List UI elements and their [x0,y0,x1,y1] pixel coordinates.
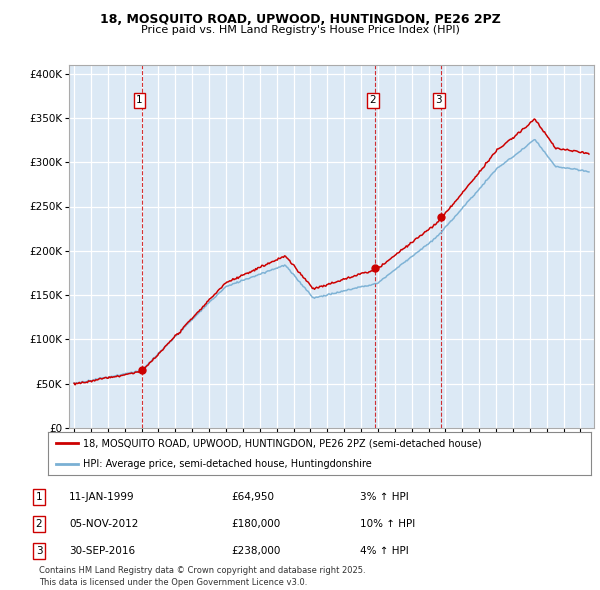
Text: £180,000: £180,000 [231,519,280,529]
Text: Price paid vs. HM Land Registry's House Price Index (HPI): Price paid vs. HM Land Registry's House … [140,25,460,35]
Text: 18, MOSQUITO ROAD, UPWOOD, HUNTINGDON, PE26 2PZ (semi-detached house): 18, MOSQUITO ROAD, UPWOOD, HUNTINGDON, P… [83,438,482,448]
Text: 1: 1 [136,96,143,105]
Text: 2: 2 [35,519,43,529]
Text: 05-NOV-2012: 05-NOV-2012 [69,519,139,529]
Text: 3% ↑ HPI: 3% ↑ HPI [360,492,409,502]
Text: 3: 3 [436,96,442,105]
Text: £64,950: £64,950 [231,492,274,502]
Text: 1: 1 [35,492,43,502]
Text: 30-SEP-2016: 30-SEP-2016 [69,546,135,556]
Text: 3: 3 [35,546,43,556]
Text: 11-JAN-1999: 11-JAN-1999 [69,492,134,502]
Text: £238,000: £238,000 [231,546,280,556]
Text: 18, MOSQUITO ROAD, UPWOOD, HUNTINGDON, PE26 2PZ: 18, MOSQUITO ROAD, UPWOOD, HUNTINGDON, P… [100,13,500,26]
Text: HPI: Average price, semi-detached house, Huntingdonshire: HPI: Average price, semi-detached house,… [83,460,372,469]
Text: 10% ↑ HPI: 10% ↑ HPI [360,519,415,529]
Text: 4% ↑ HPI: 4% ↑ HPI [360,546,409,556]
Text: 2: 2 [370,96,376,105]
Text: Contains HM Land Registry data © Crown copyright and database right 2025.
This d: Contains HM Land Registry data © Crown c… [39,566,365,587]
